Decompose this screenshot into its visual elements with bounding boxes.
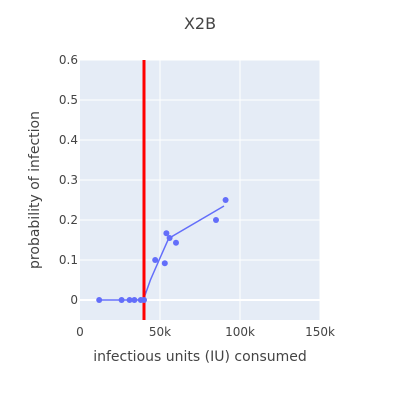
x-tick-label: 150k xyxy=(305,325,335,339)
data-point xyxy=(173,240,179,246)
data-point xyxy=(162,260,168,266)
data-point xyxy=(213,217,219,223)
data-point xyxy=(167,235,173,241)
y-tick-label: 0.4 xyxy=(59,133,78,147)
y-tick-label: 0 xyxy=(70,293,78,307)
y-tick-label: 0.3 xyxy=(59,173,78,187)
x-tick-label: 50k xyxy=(149,325,171,339)
data-point xyxy=(152,257,158,263)
y-tick-label: 0.1 xyxy=(59,253,78,267)
data-point xyxy=(141,297,147,303)
x-axis-title: infectious units (IU) consumed xyxy=(93,349,307,365)
chart-title: X2B xyxy=(184,14,216,33)
data-point xyxy=(119,297,125,303)
x-tick-label: 100k xyxy=(225,325,255,339)
x-tick-label: 0 xyxy=(76,325,84,339)
y-tick-label: 0.6 xyxy=(59,53,78,67)
y-tick-label: 0.2 xyxy=(59,213,78,227)
data-point xyxy=(131,297,137,303)
plot-area xyxy=(80,60,320,320)
y-tick-label: 0.5 xyxy=(59,93,78,107)
data-point xyxy=(96,297,102,303)
data-point xyxy=(223,197,229,203)
y-axis-title: probability of infection xyxy=(27,111,43,269)
